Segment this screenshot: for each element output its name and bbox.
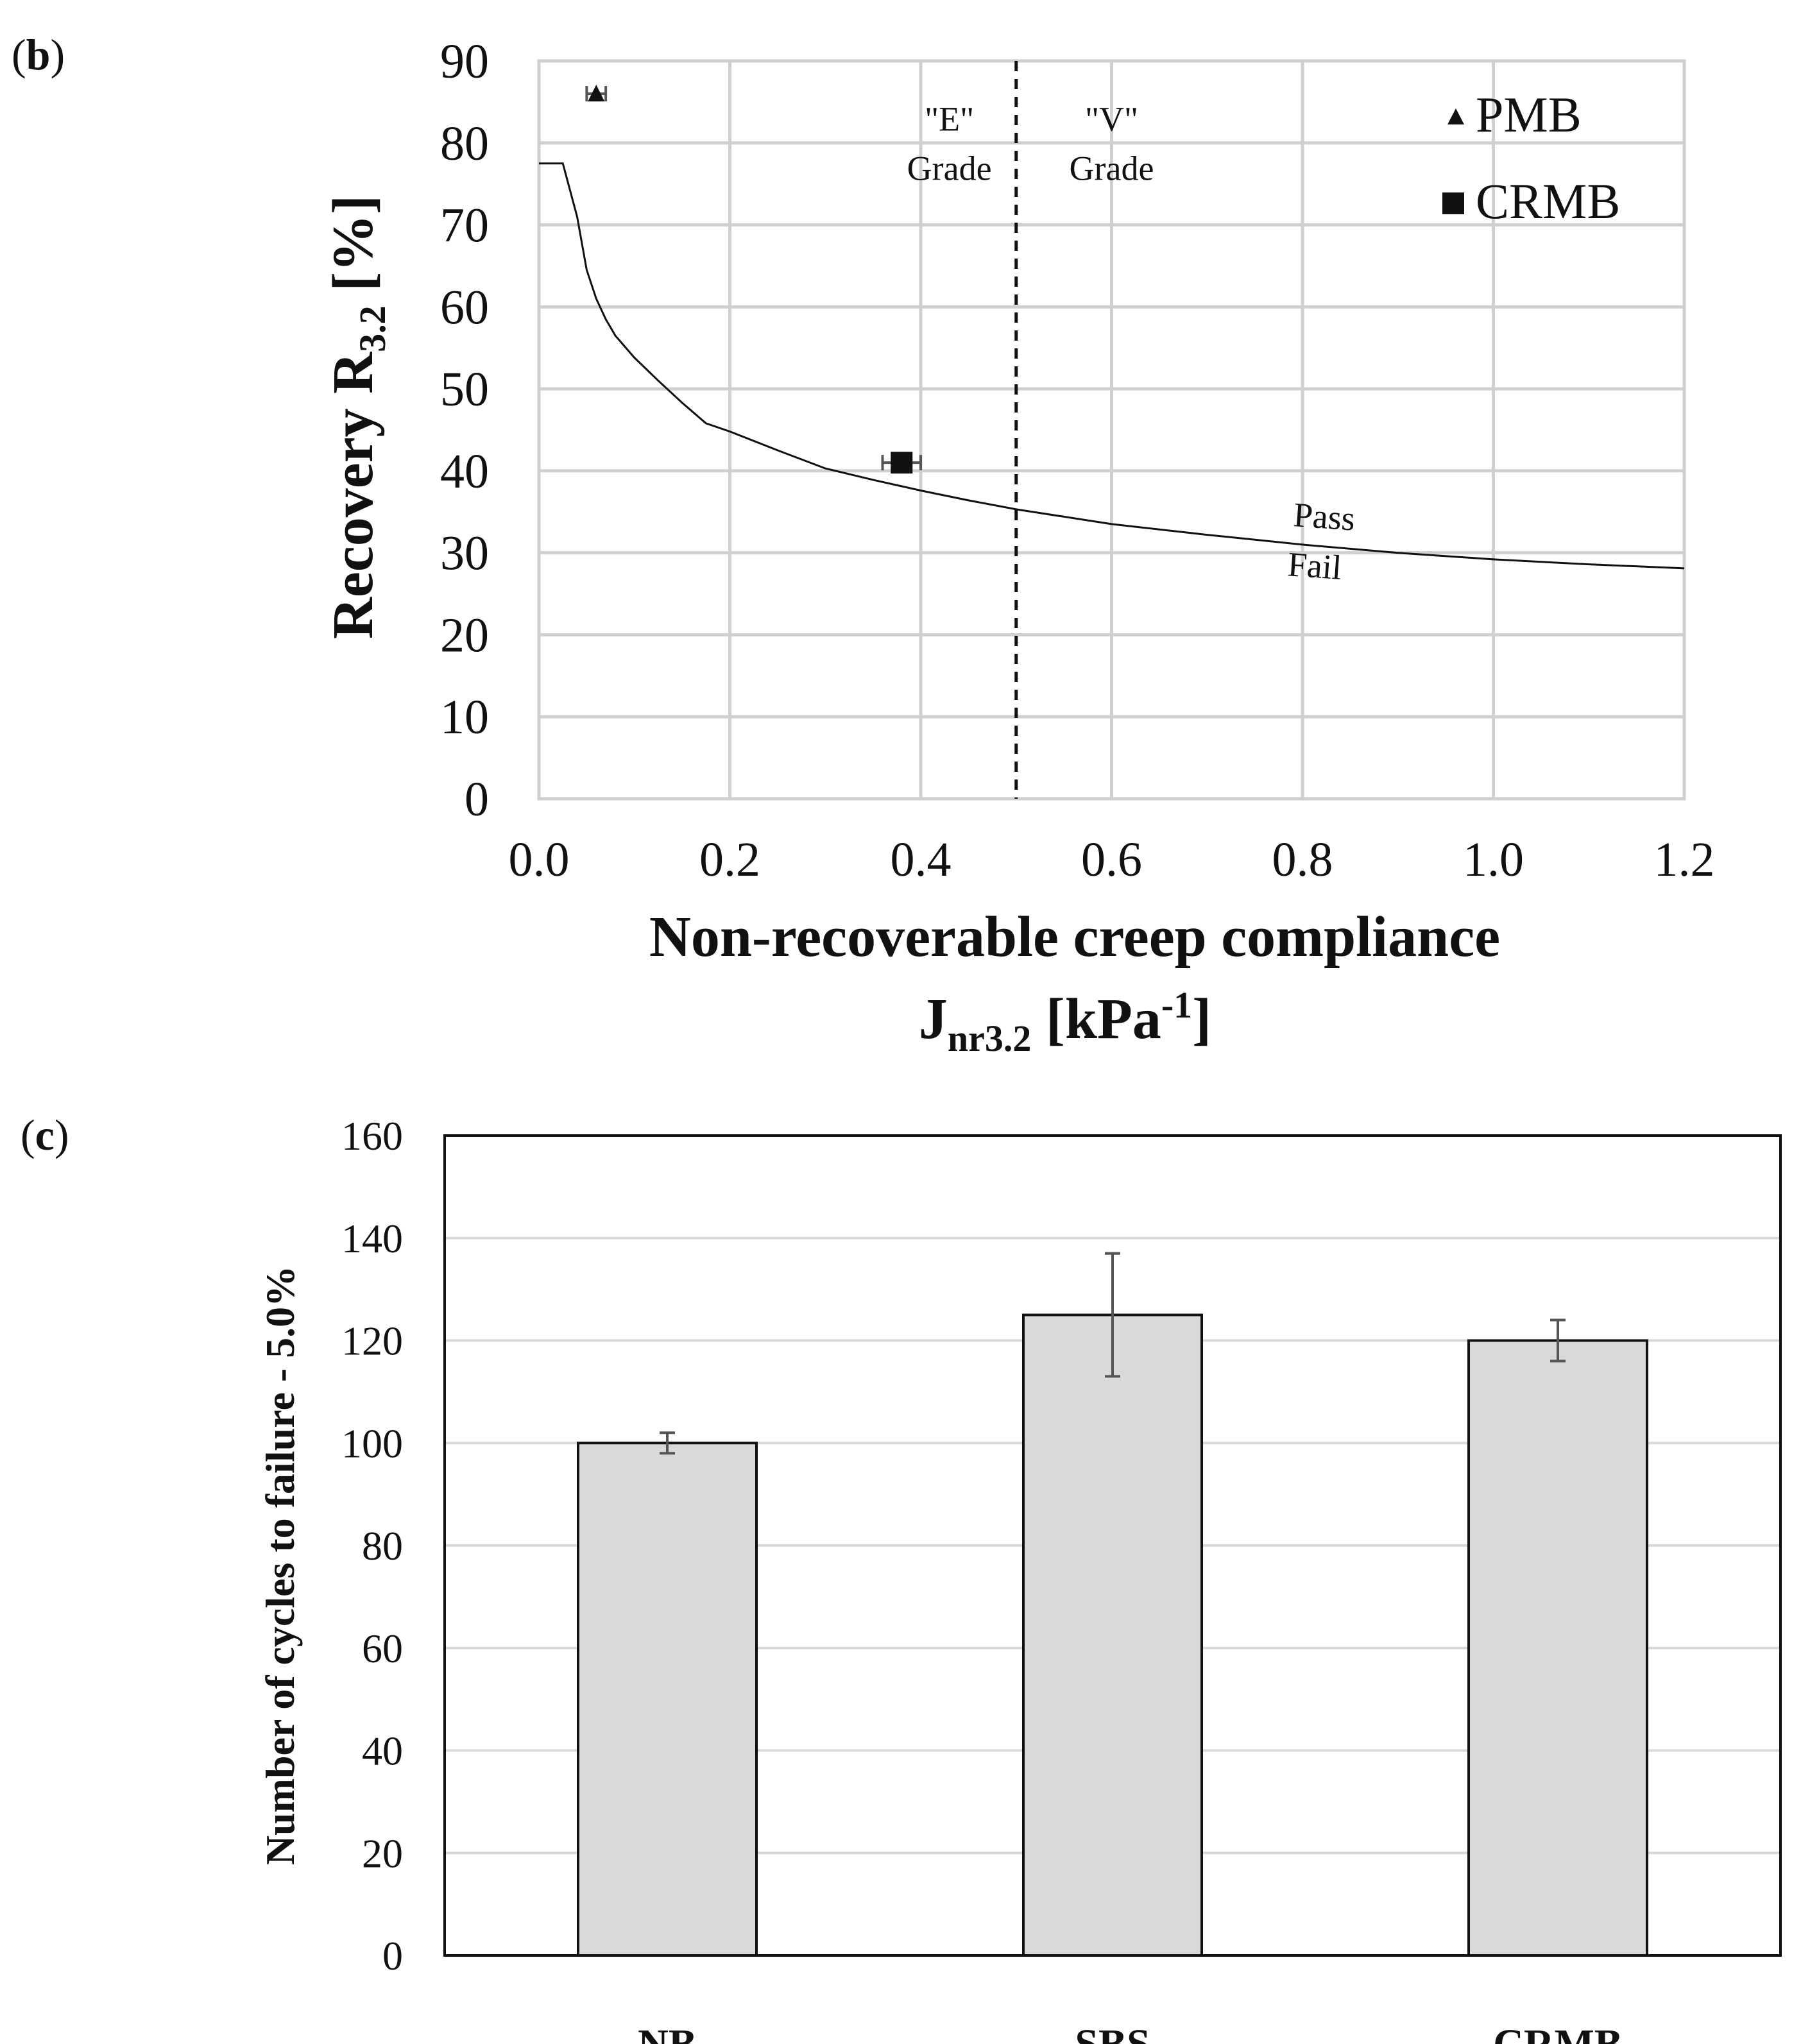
- panel-b-data-points: [585, 85, 922, 474]
- panel-b-x-tick-label: 1.0: [1463, 833, 1524, 887]
- panel-label-b: (b): [12, 30, 65, 79]
- e-grade-label-word: Grade: [907, 149, 992, 187]
- data-point-pmb: [588, 85, 605, 102]
- panel-b-y-tick-label: 70: [440, 199, 489, 253]
- panel-b-y-tick-label: 10: [440, 690, 489, 744]
- panel-c-plot-frame: [443, 1134, 1782, 1957]
- panel-b-y-tick-label: 60: [440, 280, 489, 334]
- legend-triangle-marker: [1447, 108, 1464, 124]
- x-title-unit: [kPa: [1031, 987, 1161, 1051]
- y-title-subscript: 3.2: [352, 305, 393, 352]
- category-label-crmb: CRMB: [1493, 2021, 1623, 2044]
- category-label-nb: NB: [638, 2021, 697, 2044]
- x-title-superscript: -1: [1161, 984, 1192, 1026]
- panel-b-y-tick-label: 0: [465, 772, 489, 826]
- bar-sbs: [1022, 1313, 1203, 1957]
- panel-b-x-tick-label: 0.6: [1081, 833, 1142, 887]
- panel-c-y-tick-label: 160: [341, 1113, 403, 1159]
- panel-b-plot-frame: [537, 59, 1686, 801]
- panel-c-y-tick-label: 120: [341, 1318, 403, 1364]
- legend-label-pmb: PMB: [1476, 87, 1582, 142]
- panel-b-x-tick-label: 0.4: [891, 833, 952, 887]
- panel-b-y-tick-labels: 0 10 20 30 40 50 60 70 80 90: [440, 35, 489, 826]
- panel-label-c-letter: c: [35, 1111, 55, 1159]
- bar-nb: [577, 1442, 758, 1957]
- panel-label-b-letter: b: [26, 30, 51, 79]
- fail-label: Fail: [1286, 545, 1343, 587]
- panel-b-y-axis-title: Recovery R3.2 [%]: [321, 195, 393, 639]
- v-grade-label-word: Grade: [1070, 149, 1154, 187]
- y-title-base: Recovery R: [321, 352, 385, 639]
- panel-b-x-tick-label: 0.2: [699, 833, 760, 887]
- panel-b-y-tick-label: 50: [440, 362, 489, 416]
- panel-c-y-tick-labels: 0 20 40 60 80 100 120 140 160: [341, 1113, 403, 1979]
- bar-crmb: [1467, 1339, 1648, 1957]
- panel-c-bars: [577, 1252, 1648, 1957]
- category-label-sbs: SBS: [1075, 2021, 1150, 2044]
- panel-b-legend: PMB CRMB: [1442, 87, 1620, 229]
- panel-c-y-axis-title: Number of cycles to failure - 5.0%: [257, 1266, 303, 1865]
- legend-square-marker: [1442, 192, 1464, 214]
- e-grade-label-quote: "E": [925, 100, 974, 139]
- y-title-unit: [%]: [321, 195, 385, 305]
- panel-c-category-labels: NB SBS CRMB: [638, 2021, 1623, 2044]
- pass-fail-curve: [539, 162, 1685, 570]
- panel-b-x-axis-title: Non-recoverable creep compliance: [649, 905, 1500, 969]
- panel-b-x-tick-label: 1.2: [1654, 833, 1715, 887]
- panel-b-x-axis-title-symbol: Jnr3.2 [kPa-1]: [919, 984, 1211, 1059]
- v-grade-label-quote: "V": [1085, 100, 1138, 139]
- data-point-crmb: [891, 452, 913, 474]
- legend-label-crmb: CRMB: [1476, 173, 1620, 229]
- panel-b-y-tick-label: 40: [440, 445, 489, 498]
- x-title-bracket: ]: [1192, 987, 1211, 1051]
- panel-c-y-tick-label: 80: [362, 1523, 403, 1569]
- panel-c-y-tick-label: 140: [341, 1216, 403, 1261]
- pass-label: Pass: [1292, 495, 1356, 538]
- panel-b-y-tick-label: 80: [440, 117, 489, 171]
- panel-b-y-tick-label: 30: [440, 527, 489, 581]
- panel-b-x-tick-label: 0.0: [509, 833, 570, 887]
- panel-label-c: (c): [21, 1111, 69, 1159]
- panel-b-y-tick-label: 20: [440, 608, 489, 662]
- x-title-subscript: nr3.2: [948, 1018, 1032, 1059]
- panel-c-y-tick-label: 0: [382, 1933, 403, 1979]
- panel-b-y-tick-label: 90: [440, 35, 489, 89]
- panel-b-x-tick-labels: 0.0 0.2 0.4 0.6 0.8 1.0 1.2: [509, 833, 1715, 887]
- panel-b-x-tick-label: 0.8: [1272, 833, 1333, 887]
- panel-c-y-tick-label: 100: [341, 1420, 403, 1466]
- panel-c-y-tick-label: 20: [362, 1830, 403, 1876]
- x-title-symbol: J: [919, 987, 948, 1051]
- panel-c-y-tick-label: 60: [362, 1626, 403, 1671]
- panel-c-y-tick-label: 40: [362, 1728, 403, 1774]
